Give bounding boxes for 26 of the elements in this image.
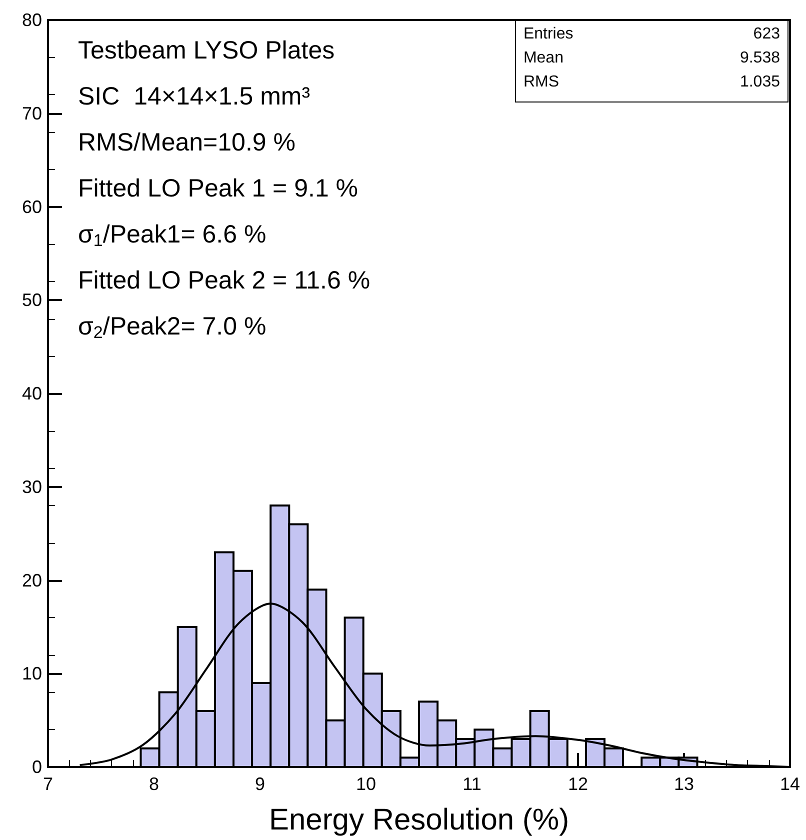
- annotation: SIC 14×14×1.5 mm³: [78, 82, 310, 110]
- x-tick-label: 8: [148, 774, 160, 794]
- y-tick-label: 10: [22, 664, 42, 684]
- y-tick-label: 40: [22, 384, 42, 404]
- y-tick-label: 30: [22, 476, 42, 497]
- text: Entries 623: [523, 26, 780, 42]
- x-tick-label: 11: [462, 774, 482, 794]
- x-tick-label: 10: [356, 774, 376, 794]
- x-axis-title: Energy Resolution (%): [268, 804, 570, 836]
- y-tick-label: 0: [32, 757, 42, 777]
- text: RMS 1.035: [523, 74, 780, 90]
- y-tick-label: 80: [22, 10, 42, 30]
- x-tick-label: 7: [42, 774, 54, 794]
- x-tick-label: 12: [568, 774, 588, 794]
- x-tick-label: 13: [674, 774, 694, 794]
- y-tick-label: 70: [22, 103, 42, 124]
- text: Mean 9.538: [523, 50, 780, 66]
- annotation: Fitted LO Peak 2 = 11.6 %: [78, 266, 370, 294]
- y-tick-label: 20: [22, 570, 42, 590]
- x-tick-label: 9: [254, 774, 266, 794]
- y-tick-label: 50: [22, 290, 42, 310]
- annotation: Testbeam LYSO Plates: [78, 36, 335, 64]
- annotation: RMS/Mean=10.9 %: [78, 128, 296, 156]
- y-tick-label: 60: [22, 196, 42, 217]
- annotation: Fitted LO Peak 1 = 9.1 %: [78, 174, 358, 202]
- x-tick-label: 14: [780, 774, 800, 794]
